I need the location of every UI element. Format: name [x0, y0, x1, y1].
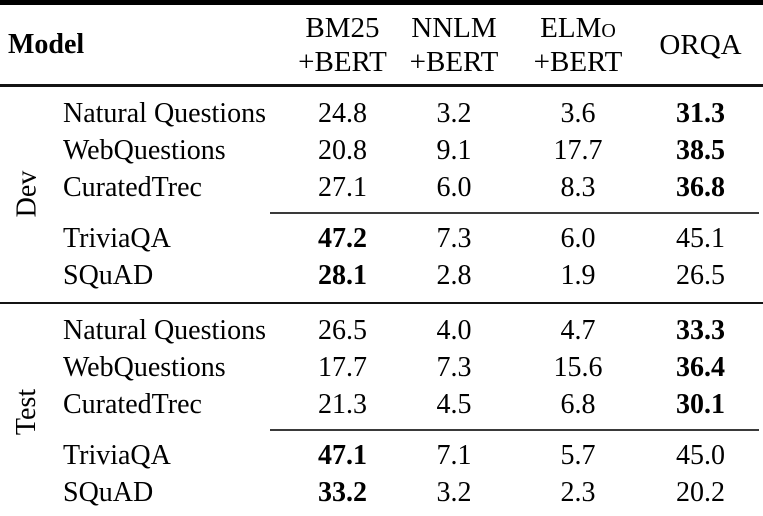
section-spacer — [0, 294, 763, 302]
section-test: Test Natural Questions 26.5 4.0 4.7 33.3… — [0, 304, 763, 516]
section-separator-rule — [0, 301, 763, 304]
metric-value: 20.8 — [318, 134, 367, 166]
metric-value: 36.4 — [676, 352, 725, 383]
metric-value: 1.9 — [560, 259, 596, 291]
partial-rule — [270, 211, 759, 214]
metric-value: 45.0 — [676, 440, 725, 471]
metric-value: 38.5 — [676, 134, 725, 166]
section-label-dev: Dev — [0, 87, 55, 302]
section-spacer — [0, 511, 763, 516]
dataset-name: CuratedTrec — [63, 171, 202, 203]
column-header-line1: BM25 — [305, 11, 380, 44]
metric-value: 3.2 — [436, 477, 472, 508]
column-header-line1: ELMo — [540, 11, 616, 44]
metric-value: 9.1 — [436, 134, 472, 166]
table-row: SQuAD 33.2 3.2 2.3 20.2 — [0, 474, 763, 511]
metric-value: 4.7 — [560, 315, 596, 346]
metric-value: 6.0 — [436, 171, 472, 203]
metric-value: 21.3 — [318, 389, 367, 420]
column-header-model: Model — [8, 28, 85, 60]
dataset-name: TriviaQA — [63, 440, 171, 471]
dataset-name: TriviaQA — [63, 222, 171, 254]
dataset-name: SQuAD — [63, 259, 154, 291]
metric-value: 45.1 — [676, 222, 725, 254]
metric-value: 24.8 — [318, 97, 367, 129]
table-row: TriviaQA 47.1 7.1 5.7 45.0 — [0, 437, 763, 474]
column-header-line1: NNLM — [411, 11, 497, 44]
metric-value: 28.1 — [318, 259, 367, 291]
metric-value: 6.0 — [560, 222, 596, 254]
metric-value: 4.5 — [436, 389, 472, 420]
metric-value: 47.1 — [318, 440, 367, 471]
column-header-orqa: ORQA — [638, 28, 763, 62]
top-rule — [0, 0, 763, 5]
section-label-text: Dev — [11, 170, 43, 218]
dataset-name: SQuAD — [63, 477, 154, 508]
metric-value: 7.1 — [436, 440, 472, 471]
table-row: Natural Questions 26.5 4.0 4.7 33.3 — [0, 312, 763, 349]
column-header-line2: +BERT — [533, 45, 623, 78]
metric-value: 2.8 — [436, 259, 472, 291]
metric-value: 36.8 — [676, 171, 725, 203]
metric-value: 8.3 — [560, 171, 596, 203]
metric-value: 27.1 — [318, 171, 367, 203]
column-header-line2: +BERT — [409, 45, 499, 78]
header-rule — [0, 84, 763, 87]
metric-value: 7.3 — [436, 222, 472, 254]
metric-value: 6.8 — [560, 389, 596, 420]
section-label-text: Test — [11, 388, 43, 435]
metric-value: 17.7 — [553, 134, 603, 166]
metric-value: 26.5 — [318, 315, 367, 346]
section-dev: Dev Natural Questions 24.8 3.2 3.6 31.3 … — [0, 87, 763, 302]
partial-rule — [270, 429, 759, 431]
dataset-name: Natural Questions — [63, 97, 266, 129]
section-label-test: Test — [0, 304, 55, 516]
metric-value: 4.0 — [436, 315, 472, 346]
table-row: CuratedTrec 21.3 4.5 6.8 30.1 — [0, 386, 763, 423]
dataset-name: WebQuestions — [63, 352, 226, 383]
metric-value: 20.2 — [676, 477, 725, 508]
column-header-line1: ORQA — [659, 28, 742, 61]
table-row: SQuAD 28.1 2.8 1.9 26.5 — [0, 257, 763, 294]
dataset-name: WebQuestions — [63, 134, 226, 166]
column-header-line2: +BERT — [298, 45, 387, 78]
dataset-name: Natural Questions — [63, 315, 266, 346]
metric-value: 47.2 — [318, 222, 367, 254]
table-row: TriviaQA 47.2 7.3 6.0 45.1 — [0, 220, 763, 257]
dataset-name: CuratedTrec — [63, 389, 202, 420]
column-header-bm25-bert: BM25 +BERT — [295, 11, 390, 79]
metric-value: 15.6 — [553, 352, 603, 383]
metric-value: 5.7 — [560, 440, 596, 471]
metric-value: 33.2 — [318, 477, 367, 508]
table-row: Natural Questions 24.8 3.2 3.6 31.3 — [0, 95, 763, 132]
table-row: WebQuestions 17.7 7.3 15.6 36.4 — [0, 349, 763, 386]
metric-value: 3.2 — [436, 97, 472, 129]
column-header-nnlm-bert: NNLM +BERT — [390, 11, 518, 79]
metric-value: 31.3 — [676, 97, 725, 129]
table-row: CuratedTrec 27.1 6.0 8.3 36.8 — [0, 169, 763, 206]
metric-value: 17.7 — [318, 352, 367, 383]
table-header-row: Model BM25 +BERT NNLM +BERT ELMo +BERT O… — [0, 5, 763, 84]
metric-value: 26.5 — [676, 259, 725, 291]
metric-value: 7.3 — [436, 352, 472, 383]
metric-value: 30.1 — [676, 389, 725, 420]
metric-value: 2.3 — [560, 477, 596, 508]
column-header-elmo-bert: ELMo +BERT — [518, 11, 638, 79]
table-row: WebQuestions 20.8 9.1 17.7 38.5 — [0, 132, 763, 169]
metric-value: 3.6 — [560, 97, 596, 129]
metric-value: 33.3 — [676, 315, 725, 346]
